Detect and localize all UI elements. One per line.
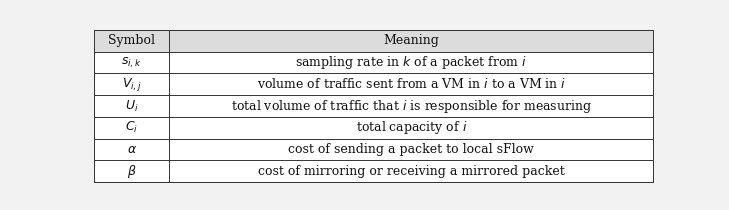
- Text: Symbol: Symbol: [108, 34, 155, 47]
- Text: $\beta$: $\beta$: [127, 163, 136, 180]
- Text: cost of sending a packet to local sFlow: cost of sending a packet to local sFlow: [289, 143, 534, 156]
- Text: $\alpha$: $\alpha$: [127, 143, 137, 156]
- Bar: [94, 30, 653, 52]
- Text: Meaning: Meaning: [383, 34, 440, 47]
- Text: total capacity of $i$: total capacity of $i$: [356, 119, 467, 136]
- Text: volume of traffic sent from a VM in $i$ to a VM in $i$: volume of traffic sent from a VM in $i$ …: [257, 77, 566, 91]
- Text: sampling rate in $k$ of a packet from $i$: sampling rate in $k$ of a packet from $i…: [295, 54, 528, 71]
- Text: $s_{i,k}$: $s_{i,k}$: [121, 55, 142, 70]
- Text: $U_i$: $U_i$: [125, 98, 139, 114]
- Text: cost of mirroring or receiving a mirrored packet: cost of mirroring or receiving a mirrore…: [258, 165, 565, 178]
- Text: total volume of traffic that $i$ is responsible for measuring: total volume of traffic that $i$ is resp…: [231, 98, 592, 114]
- Text: $V_{i,j}$: $V_{i,j}$: [122, 76, 141, 93]
- Text: $C_i$: $C_i$: [125, 120, 139, 135]
